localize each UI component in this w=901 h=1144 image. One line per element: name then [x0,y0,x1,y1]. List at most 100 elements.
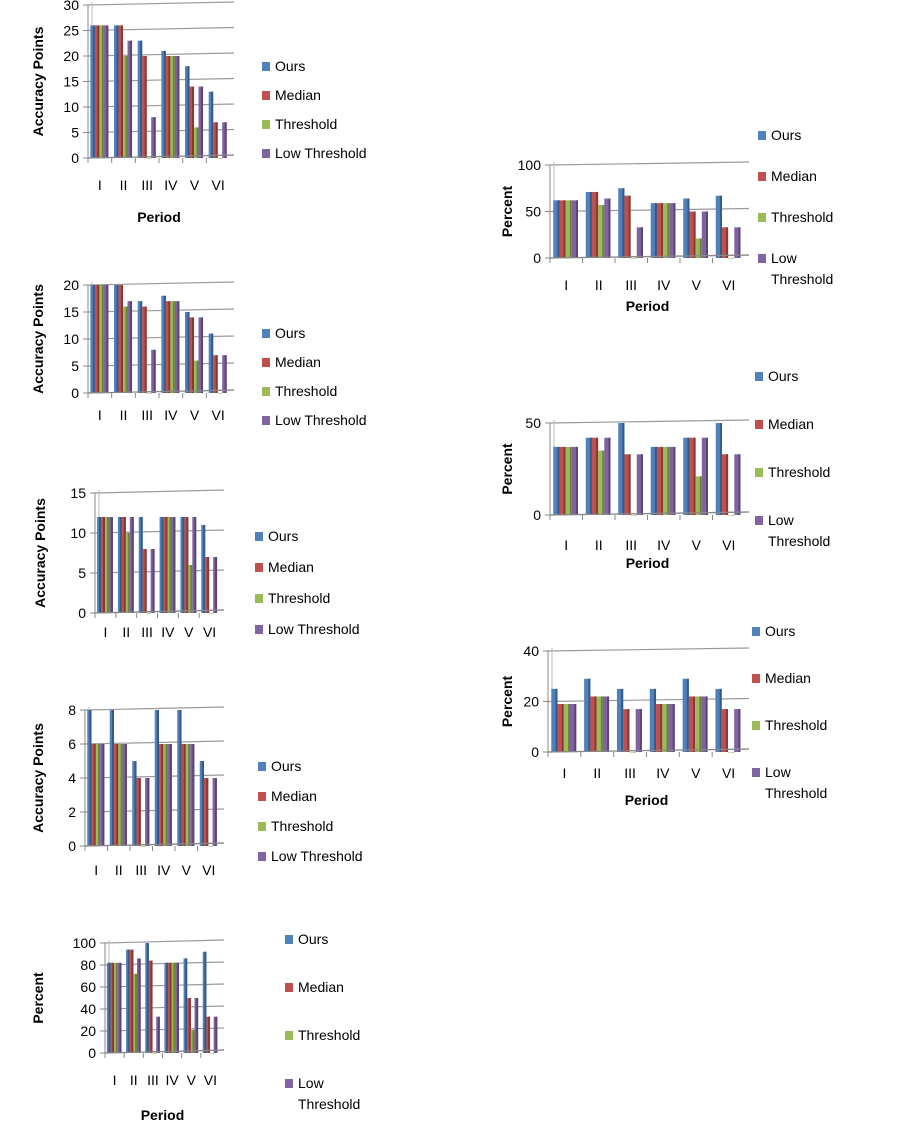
y-tick-label: 20 [523,694,539,710]
bar-edge [140,517,143,613]
legend-label: Low Threshold [275,412,367,428]
bar-edge [705,437,708,515]
x-tick-label: IV [165,1072,179,1088]
bar-edge [220,158,223,159]
bar-median [656,203,664,258]
bar-median [142,56,147,158]
bar-ours [715,195,722,258]
bar-edge [163,295,166,393]
legend: Ours Median Threshold Low Threshold [262,58,367,161]
bar-edge [726,454,729,515]
bar-edge [215,122,218,158]
bar-edge [206,778,209,846]
legend: Ours Median Threshold Low Threshold [755,368,830,549]
bar-edge [125,56,128,158]
x-tick-label: IV [164,177,178,193]
legend-label: Threshold [298,1027,360,1043]
x-tick-label: II [130,1072,138,1088]
bar-median [590,696,597,752]
bar-edge [214,778,217,846]
legend-label: Median [765,670,811,686]
bar-ours [553,446,560,515]
y-tick-label: 50 [525,204,541,220]
bar-edge [621,688,624,752]
bar-edge [192,86,195,158]
bar-low-threshold [636,227,643,258]
legend-swatch [285,1031,293,1040]
bar-ours [683,437,690,515]
legend-swatch [758,213,766,222]
legend-label: Ours [765,623,795,639]
bar-edge [211,91,214,158]
x-tick-label: V [691,765,701,781]
bar-median [721,709,728,752]
bar-low-threshold [604,437,611,515]
legend-swatch [752,627,760,636]
bar-edge [211,1053,214,1054]
x-axis-title: Period [626,298,670,314]
legend-label: Threshold [771,209,833,225]
bar-edge [608,198,611,258]
bar-edge [165,517,168,613]
bar-edge [687,198,690,258]
legend-swatch [258,762,266,771]
bar-edge [148,613,151,614]
y-tick-label: 5 [71,125,79,141]
bar-ours [161,295,166,393]
bar-low-threshold [701,211,708,258]
x-tick-label: III [625,277,637,293]
x-axis-title: Period [141,1107,185,1123]
bar-edge [169,744,172,846]
legend-label: Low Threshold [771,250,833,287]
bar-threshold [170,56,175,158]
legend-swatch [755,516,763,525]
legend-label: Median [768,416,814,432]
bar-low-threshold [734,454,741,515]
bar-edge [687,437,690,515]
bar-edge [89,710,92,846]
bar-low-threshold [669,203,676,258]
x-axis [94,609,225,614]
bar-edge [127,949,130,1053]
bar-low-threshold [145,778,150,846]
bar-median [94,285,100,393]
y-tick-label: 100 [518,157,542,173]
bar-median [688,696,696,752]
bar-edge [103,517,105,613]
bar-low-threshold [174,56,180,158]
bar-edge [686,678,689,752]
bar-low-threshold [122,744,127,846]
legend-label: Ours [271,758,301,774]
x-tick-label: IV [657,277,671,293]
bar-edge [99,517,102,613]
bar-edge [112,962,115,1053]
bar-threshold [728,515,735,516]
bar-edge [186,517,189,613]
bar-edge [116,285,119,393]
bar-low-threshold [198,86,204,158]
bar-threshold [630,515,637,516]
bar-edge [667,203,670,258]
bar-edge [640,227,643,258]
bar-edge [693,696,696,752]
legend-swatch [262,416,270,425]
bar-edge [667,446,670,515]
bar-edge [166,962,169,1053]
x-tick-label: III [624,765,636,781]
bar-edge [92,285,95,393]
legend-swatch [255,625,263,634]
bar-threshold [598,204,605,258]
y-tick-label: 5 [71,358,79,374]
bar-edge [187,66,190,158]
bar-edge [563,446,566,515]
legend-label: Median [771,168,817,184]
bar-low-threshold [127,40,133,159]
bar-edge [146,943,149,1053]
bar-median [559,446,566,515]
legend: Ours Median Threshold Low Threshold [285,931,360,1112]
bar-low-threshold [571,446,578,515]
bar-low-threshold [103,25,109,159]
x-axis [104,1049,225,1054]
legend-label: Ours [268,528,298,544]
legend-label: Threshold [275,383,337,399]
